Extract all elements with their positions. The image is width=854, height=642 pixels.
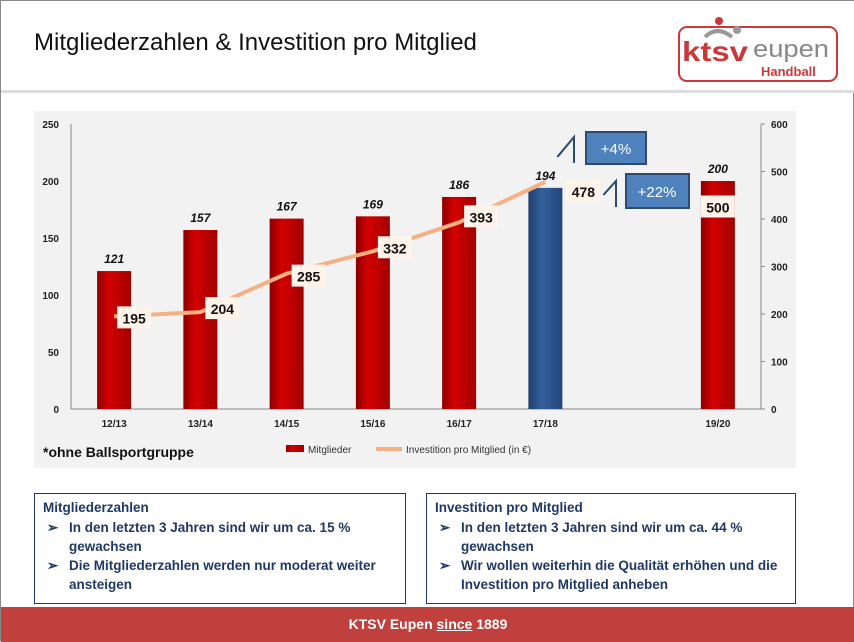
svg-text:eupen: eupen [753, 36, 829, 63]
svg-text:ktsv: ktsv [682, 36, 748, 67]
x-tick-label: 16/17 [447, 419, 472, 430]
line-label-bg [117, 306, 152, 329]
footer-since: since [436, 616, 473, 632]
right-tick-label: 200 [771, 310, 788, 321]
svg-text:Handball: Handball [761, 64, 816, 79]
bar-13/14 [183, 230, 218, 409]
right-tick-label: 400 [771, 215, 788, 226]
line-label-bg [566, 179, 601, 202]
arrow-bullet-icon: ➢ [47, 558, 59, 573]
box-title: Investition pro Mitglied [435, 500, 583, 515]
arrow-bullet-icon: ➢ [439, 558, 451, 573]
right-tick-label: 600 [771, 120, 788, 131]
bar-value-label: 157 [190, 211, 211, 225]
legend-label: Investition pro Mitglied (in €) [406, 445, 531, 456]
right-tick-label: 300 [771, 263, 788, 274]
left-tick-label: 200 [42, 177, 59, 188]
bar-value-label: 169 [363, 197, 383, 211]
line-label-bg [377, 236, 412, 259]
left-tick-label: 150 [42, 234, 59, 245]
chart-area: 0 50 100 150 200 250 0 100 200 300 400 500 600 12/13 1… [34, 111, 796, 468]
bar-12/13 [97, 271, 132, 409]
bar-16/17 [442, 196, 477, 409]
bar-value-label: 167 [277, 200, 298, 214]
bar-19/20 [700, 181, 735, 409]
x-tick-label: 12/13 [102, 419, 127, 430]
line-label-bg [464, 205, 499, 228]
info-box-investment: Investition pro Mitglied ➢ In den letzten… [426, 493, 796, 604]
x-tick-label: 19/20 [705, 419, 730, 430]
info-box-members: Mitgliederzahlen ➢ In den letzten 3 Jahre… [34, 493, 406, 604]
right-tick-label: 100 [771, 358, 788, 369]
legend-bar-swatch [286, 445, 304, 452]
callout-leader [602, 178, 617, 207]
footer-bar: KTSV Eupen since 1889 [1, 607, 854, 642]
bar-value-label: 194 [535, 169, 555, 183]
line-value-label: 500 [706, 200, 730, 216]
callout-label: +4% [601, 141, 631, 158]
line-value-label: 478 [572, 184, 596, 200]
ktsv-logo: ktsv eupen Handball [677, 15, 840, 83]
bullet-text: In den letzten 3 Jahren sind wir um ca. … [69, 520, 351, 554]
callout-box [625, 173, 690, 209]
line-label-bg [700, 195, 735, 218]
x-tick-label: 13/14 [188, 419, 213, 430]
line-label-bg [291, 264, 326, 287]
bullet-text: Wir wollen weiterhin die Qualität erhöhe… [461, 558, 778, 592]
footer-year: 1889 [472, 616, 508, 632]
left-tick-label: 250 [42, 120, 59, 131]
bar-value-label: 121 [104, 252, 124, 266]
bullet-item: ➢ In den letzten 3 Jahren sind wir um ca.… [435, 518, 787, 556]
bullet-item: ➢ Die Mitgliederzahlen werden nur moderat… [43, 556, 397, 594]
legend-label: Mitglieder [308, 445, 352, 456]
line-value-label: 195 [122, 310, 146, 326]
x-tick-label: 15/16 [360, 419, 385, 430]
callout-label: +22% [638, 184, 677, 201]
left-tick-label: 50 [48, 348, 60, 359]
bar-value-label: 200 [707, 162, 728, 176]
arrow-bullet-icon: ➢ [439, 520, 451, 535]
bullet-text: In den letzten 3 Jahren sind wir um ca. … [461, 520, 743, 554]
line-value-label: 285 [297, 269, 321, 285]
line-value-label: 204 [211, 301, 235, 317]
bar-17/18 [528, 187, 563, 409]
line-value-label: 393 [469, 209, 493, 225]
bullet-item: ➢ Wir wollen weiterhin die Qualität erhöh… [435, 556, 787, 594]
slide-header: Mitgliederzahlen & Investition pro Mitgl… [1, 1, 854, 93]
callout-leader [556, 134, 575, 163]
left-tick-label: 100 [42, 291, 59, 302]
bullet-item: ➢ In den letzten 3 Jahren sind wir um ca.… [43, 518, 397, 556]
bar-value-label: 186 [449, 178, 469, 192]
right-tick-label: 0 [771, 405, 777, 416]
box-title: Mitgliederzahlen [43, 500, 149, 515]
line-label-bg [205, 297, 240, 320]
footnote: *ohne Ballsportgruppe [43, 444, 194, 460]
bar-14/15 [269, 218, 304, 409]
slide-title: Mitgliederzahlen & Investition pro Mitgl… [34, 29, 477, 56]
bullet-text: Die Mitgliederzahlen werden nur moderat … [69, 558, 376, 592]
callout-box [585, 131, 647, 165]
combo-chart: 0 50 100 150 200 250 0 100 200 300 400 500 600 12/13 1… [42, 120, 788, 460]
right-tick-label: 500 [771, 168, 788, 179]
arrow-bullet-icon: ➢ [47, 520, 59, 535]
line-value-label: 332 [383, 240, 407, 256]
x-tick-label: 17/18 [533, 419, 558, 430]
x-tick-label: 14/15 [274, 419, 299, 430]
investment-line [114, 180, 547, 319]
footer-text: KTSV Eupen [348, 616, 437, 632]
left-tick-label: 0 [53, 405, 59, 416]
